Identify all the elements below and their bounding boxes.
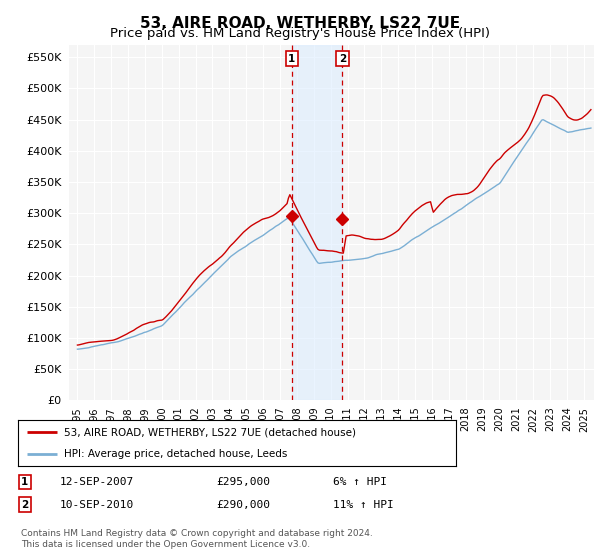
Text: Price paid vs. HM Land Registry's House Price Index (HPI): Price paid vs. HM Land Registry's House …: [110, 27, 490, 40]
Text: £295,000: £295,000: [216, 477, 270, 487]
Text: 53, AIRE ROAD, WETHERBY, LS22 7UE (detached house): 53, AIRE ROAD, WETHERBY, LS22 7UE (detac…: [64, 427, 356, 437]
Text: 2: 2: [21, 500, 28, 510]
Text: 6% ↑ HPI: 6% ↑ HPI: [333, 477, 387, 487]
Text: 1: 1: [288, 54, 295, 64]
Bar: [292, 45, 343, 400]
Text: £290,000: £290,000: [216, 500, 270, 510]
Text: Contains HM Land Registry data © Crown copyright and database right 2024.
This d: Contains HM Land Registry data © Crown c…: [21, 529, 373, 549]
Text: 1: 1: [21, 477, 28, 487]
Text: 2: 2: [339, 54, 346, 64]
Text: 12-SEP-2007: 12-SEP-2007: [60, 477, 134, 487]
Text: 11% ↑ HPI: 11% ↑ HPI: [333, 500, 394, 510]
Text: HPI: Average price, detached house, Leeds: HPI: Average price, detached house, Leed…: [64, 449, 287, 459]
Text: 10-SEP-2010: 10-SEP-2010: [60, 500, 134, 510]
Text: 53, AIRE ROAD, WETHERBY, LS22 7UE: 53, AIRE ROAD, WETHERBY, LS22 7UE: [140, 16, 460, 31]
